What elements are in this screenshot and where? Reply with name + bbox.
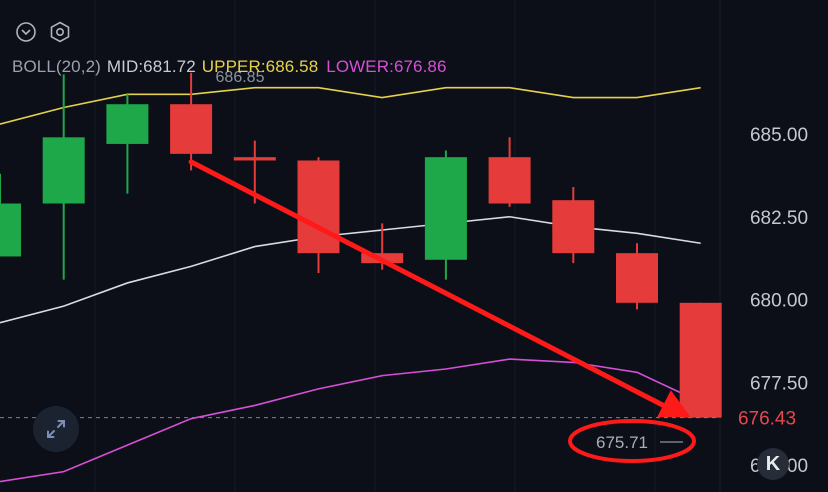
expand-icon <box>47 420 65 438</box>
y-tick-label: 677.50 <box>750 373 808 394</box>
boll-upper-value: UPPER:686.58 <box>201 57 319 76</box>
candle-body[interactable] <box>0 203 21 257</box>
current-price-tag <box>722 402 828 433</box>
y-tick-label: 685.00 <box>750 125 808 146</box>
upper-band-line <box>0 86 701 125</box>
settings-icon[interactable] <box>48 20 72 44</box>
candle-body[interactable] <box>679 302 722 418</box>
mid-band-line <box>0 215 701 324</box>
y-tick-label: 682.50 <box>750 208 808 229</box>
candle-body[interactable] <box>297 160 340 254</box>
k-button[interactable]: K <box>757 448 789 480</box>
chevron-down-icon[interactable] <box>14 20 38 44</box>
boll-legend: BOLL(20,2) MID:681.72 UPPER:686.58 LOWER:67… <box>12 57 447 77</box>
lower-band-line <box>0 358 702 483</box>
candle-body[interactable] <box>233 157 276 161</box>
candle-body[interactable] <box>42 137 85 204</box>
high-marker-label: 686.85 <box>216 69 265 86</box>
k-button-label: K <box>765 452 781 475</box>
current-price-label: 676.43 <box>738 409 796 430</box>
candle-body[interactable] <box>424 157 467 260</box>
candle-body[interactable] <box>106 104 149 144</box>
annotation-arrow-line <box>188 159 678 414</box>
low-marker-label: 675.71 <box>596 433 648 452</box>
chart-controls <box>14 20 72 44</box>
candle-body[interactable] <box>552 200 595 254</box>
annotation-arrow-head <box>657 390 691 418</box>
boll-mid-value: MID:681.72 <box>106 57 196 76</box>
boll-name: BOLL(20,2) <box>12 57 101 76</box>
annotation-ellipse <box>568 419 696 463</box>
boll-lower-value: LOWER:676.86 <box>326 57 447 76</box>
expand-button[interactable] <box>33 406 79 452</box>
candle-body[interactable] <box>488 157 531 204</box>
y-tick-label: 680.00 <box>750 291 808 312</box>
candle-body[interactable] <box>170 104 213 154</box>
candle-body[interactable] <box>616 253 658 303</box>
